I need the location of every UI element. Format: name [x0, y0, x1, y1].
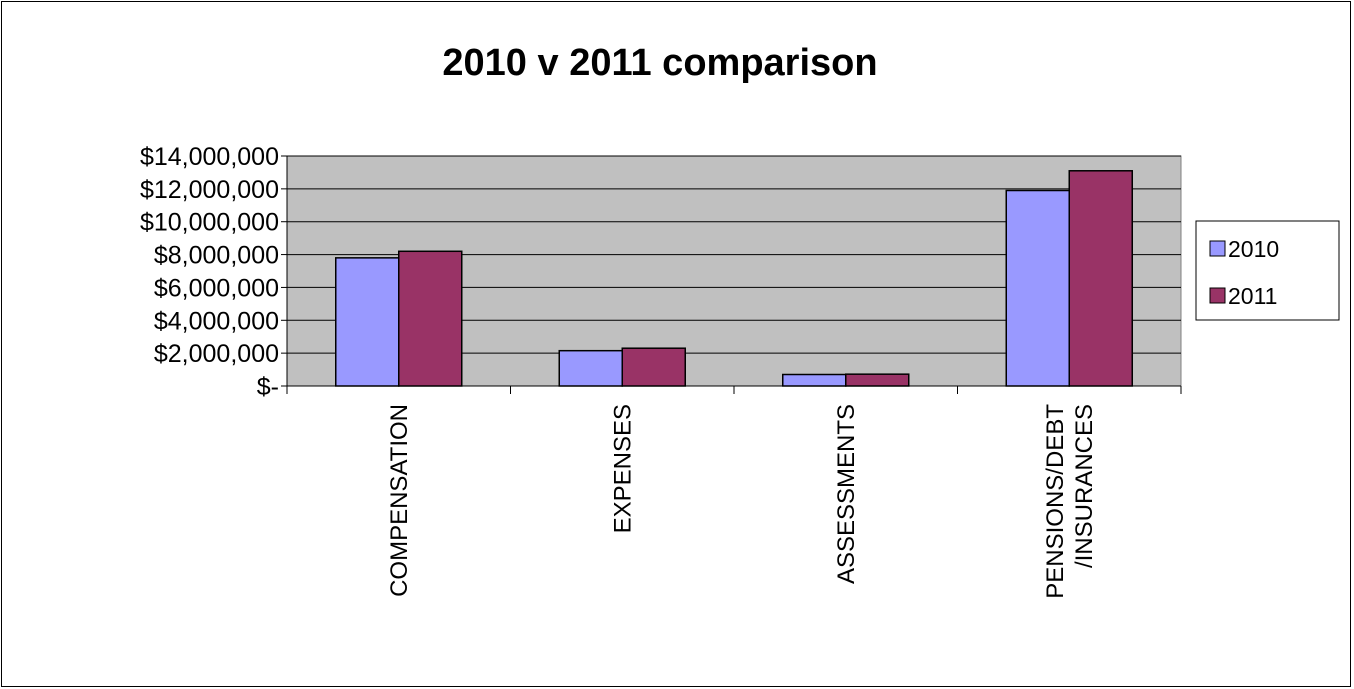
y-tick-label: $12,000,000 — [140, 176, 279, 204]
y-tick-label: $8,000,000 — [154, 242, 279, 270]
y-tick-label: $2,000,000 — [154, 340, 279, 368]
x-tick-label: /INSURANCES — [1071, 404, 1098, 568]
legend: 2010 2011 — [1195, 220, 1340, 321]
bar-2011-3 — [1068, 170, 1133, 387]
x-tick-label: COMPENSATION — [386, 404, 413, 597]
legend-swatch-2010 — [1209, 240, 1226, 257]
x-tick-label: PENSIONS/DEBT — [1042, 404, 1069, 599]
y-tick-label: $14,000,000 — [140, 143, 279, 171]
bar-2010-1 — [558, 349, 623, 387]
x-tick-label: ASSESSMENTS — [833, 404, 860, 584]
bar-2010-3 — [1005, 189, 1070, 387]
bar-2010-2 — [782, 373, 847, 387]
bar-2011-0 — [398, 250, 463, 387]
chart-title: 2010 v 2011 comparison — [442, 42, 877, 84]
bar-2011-1 — [621, 347, 686, 387]
y-tick-label: $6,000,000 — [154, 274, 279, 302]
y-tick-label: $10,000,000 — [140, 209, 279, 237]
y-tick-label: $- — [257, 373, 279, 401]
y-tick-label: $4,000,000 — [154, 307, 279, 335]
legend-label-2010: 2010 — [1228, 236, 1279, 262]
x-tick-label: EXPENSES — [609, 404, 636, 533]
bar-2010-0 — [335, 257, 400, 387]
legend-swatch-2011 — [1209, 287, 1226, 304]
legend-label-2011: 2011 — [1228, 283, 1277, 309]
plot-area: $- $2,000,000 $4,000,000 $6,000,000 $8,000,0… — [140, 143, 1182, 599]
bar-2011-2 — [845, 373, 910, 387]
